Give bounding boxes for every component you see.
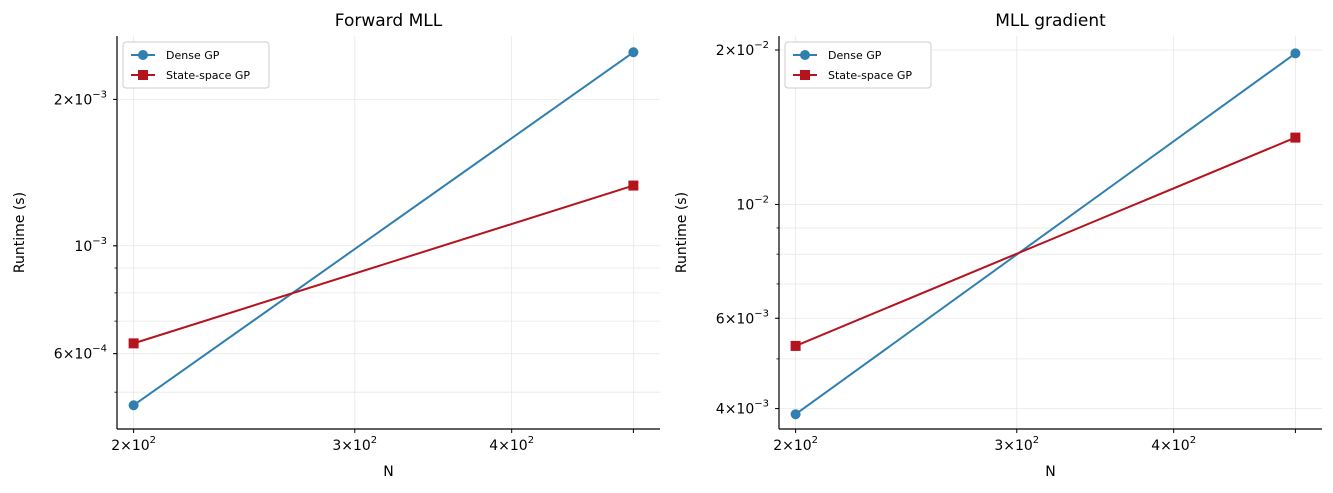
x-tick-label: 3×102 <box>332 435 377 454</box>
y-tick-label: 10−3 <box>74 236 107 255</box>
y-tick-label: 2×10−3 <box>54 89 107 108</box>
data-point <box>790 409 801 420</box>
data-point <box>128 338 139 349</box>
data-point <box>128 400 139 411</box>
x-tick-label: 2×102 <box>773 435 818 454</box>
series-line-state-space-gp <box>133 184 634 345</box>
legend-marker <box>138 70 148 80</box>
y-tick-label: 4×10−3 <box>716 399 769 418</box>
y-tick-label: 6×10−3 <box>716 308 769 327</box>
data-point <box>628 47 639 58</box>
x-tick-label: 4×102 <box>489 435 534 454</box>
legend-box <box>784 41 932 89</box>
series-line-dense-gp <box>795 52 1296 416</box>
data-point <box>628 180 639 191</box>
legend-marker <box>138 50 148 60</box>
legend-box <box>122 41 270 89</box>
data-point <box>790 340 801 351</box>
legend-label: Dense GP <box>166 49 220 62</box>
x-axis-label: N <box>383 464 393 480</box>
y-axis-label: Runtime (s) <box>674 192 690 273</box>
legend-marker <box>800 50 810 60</box>
data-point <box>1290 48 1301 59</box>
series-line-dense-gp <box>133 51 634 407</box>
chart-title: MLL gradient <box>995 11 1106 31</box>
legend-label: Dense GP <box>828 49 882 62</box>
y-axis-label: Runtime (s) <box>12 192 28 273</box>
y-tick-label: 2×10−2 <box>716 40 769 59</box>
y-tick-label: 10−2 <box>736 194 769 213</box>
chart-title: Forward MLL <box>335 11 443 31</box>
x-tick-label: 4×102 <box>1151 435 1196 454</box>
data-point <box>1290 132 1301 143</box>
y-tick-label: 6×10−4 <box>54 344 107 363</box>
series-line-state-space-gp <box>795 136 1296 347</box>
x-tick-label: 2×102 <box>111 435 156 454</box>
x-tick-label: 3×102 <box>994 435 1039 454</box>
x-axis-label: N <box>1045 464 1055 480</box>
legend-label: State-space GP <box>828 69 912 82</box>
chart-panel-2: 4×10−3 6×10−3 10−2 2×10−2 2×102 3×102 4×102 MLL… <box>674 11 1322 480</box>
legend-label: State-space GP <box>166 69 250 82</box>
legend-marker <box>800 70 810 80</box>
chart-panel-1: 6×10−4 10−3 2×10−3 2×102 3×102 4×102 Forward M… <box>12 11 660 480</box>
